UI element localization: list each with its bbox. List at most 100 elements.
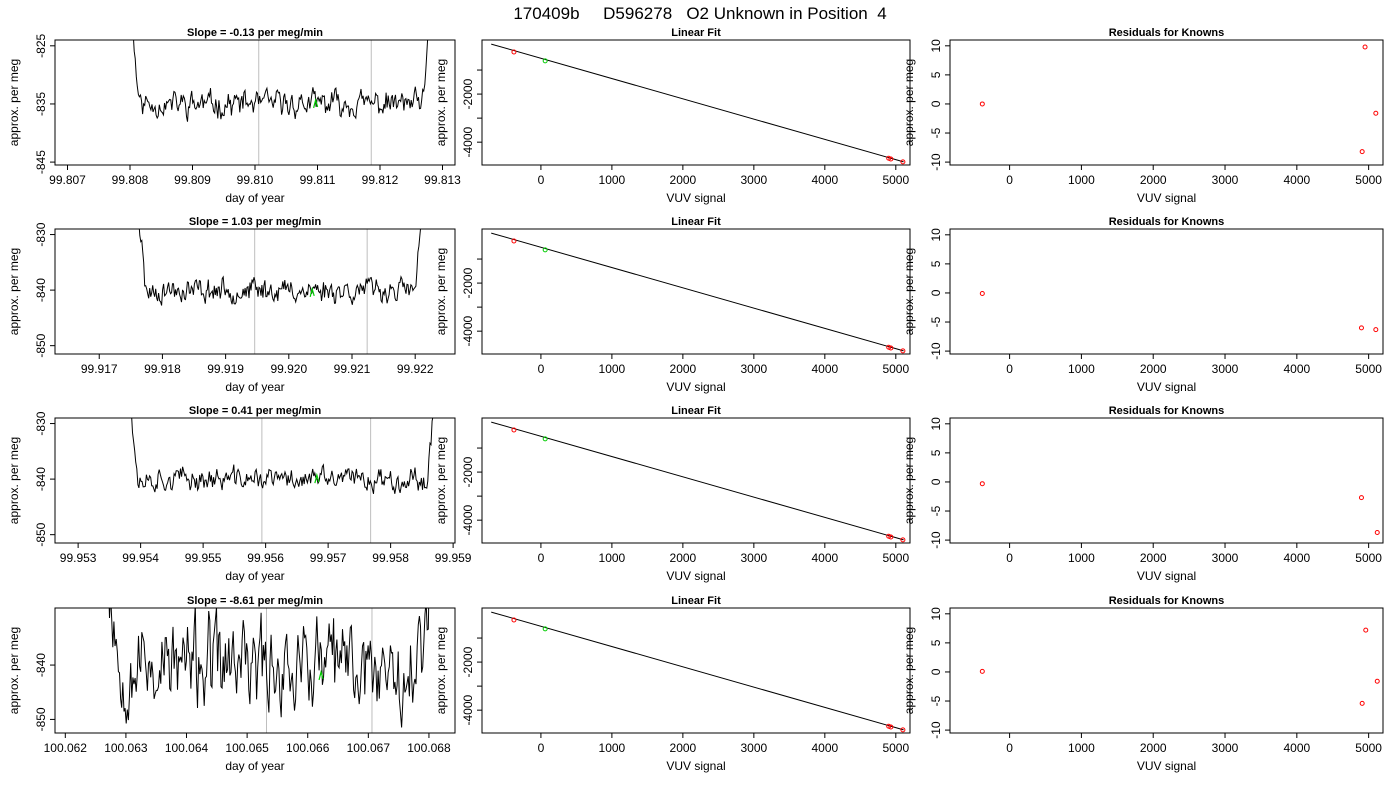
x-tick-label: 100.064 xyxy=(165,741,209,755)
trace-line xyxy=(108,608,430,728)
plot-data xyxy=(979,291,1379,333)
x-tick-label: 0 xyxy=(538,741,545,755)
y-tick-label: -10 xyxy=(929,531,943,549)
plot-data xyxy=(979,627,1380,706)
y-tick-label: -830 xyxy=(34,411,48,435)
x-tick-label: 0 xyxy=(538,173,545,187)
x-tick-label: 99.811 xyxy=(300,173,336,187)
y-tick-label: -850 xyxy=(34,522,48,546)
x-tick-label: 0 xyxy=(538,362,545,376)
y-axis-label: approx. per meg xyxy=(7,59,21,146)
plot-frame xyxy=(481,39,911,166)
x-tick-label: 4000 xyxy=(1283,173,1310,187)
known-point xyxy=(1374,678,1380,684)
plot-data xyxy=(979,44,1379,155)
x-tick-label: 5000 xyxy=(1355,741,1382,755)
known-point xyxy=(979,668,985,674)
x-tick-label: 5000 xyxy=(882,741,909,755)
x-tick-label: 2000 xyxy=(1140,173,1167,187)
x-axis-label: VUV signal xyxy=(1137,191,1196,205)
known-point xyxy=(888,345,894,351)
x-axis-label: day of year xyxy=(225,191,284,205)
x-axis-label: day of year xyxy=(225,569,284,583)
known-point xyxy=(888,156,894,162)
y-tick-label: 0 xyxy=(929,478,943,485)
panel-title: Linear Fit xyxy=(671,27,721,39)
x-tick-label: 99.958 xyxy=(372,551,409,565)
panel-title: Linear Fit xyxy=(671,595,721,607)
x-tick-label: 99.808 xyxy=(112,173,149,187)
panels: Slope = -0.13 per meg/min 99.807 99.808 99.… xyxy=(7,27,1384,773)
y-tick-label: 10 xyxy=(929,417,943,431)
x-tick-label: 0 xyxy=(1006,741,1013,755)
x-tick-label: 4000 xyxy=(811,551,838,565)
panel-fit-4: Linear Fit 0 1000 2000 3000 4000 5000 VUV signa… xyxy=(434,595,911,773)
y-tick-label: -10 xyxy=(929,342,943,360)
x-tick-label: 5000 xyxy=(882,551,909,565)
panel-residuals-2: Residuals for Knowns 0 1000 2000 3000 4000 500… xyxy=(902,216,1384,394)
x-tick-label: 1000 xyxy=(599,551,626,565)
x-axis-label: VUV signal xyxy=(666,380,725,394)
x-tick-label: 3000 xyxy=(1212,362,1239,376)
y-tick-label: -2000 xyxy=(461,267,475,298)
x-tick-label: 5000 xyxy=(882,362,909,376)
y-tick-label: 10 xyxy=(929,39,943,53)
known-point xyxy=(1373,327,1379,333)
y-tick-label: 5 xyxy=(929,71,943,78)
x-tick-label: 5000 xyxy=(882,173,909,187)
y-tick-label: -10 xyxy=(929,721,943,739)
y-tick-label: -4000 xyxy=(461,504,475,535)
x-tick-label: 5000 xyxy=(1355,362,1382,376)
x-tick-label: 1000 xyxy=(1068,362,1095,376)
trace-line xyxy=(138,229,421,306)
x-tick-label: 3000 xyxy=(1212,741,1239,755)
y-tick-label: 10 xyxy=(929,607,943,621)
x-tick-label: 3000 xyxy=(740,741,767,755)
x-tick-label: 99.959 xyxy=(435,551,472,565)
y-tick-label: -2000 xyxy=(461,646,475,677)
panel-title: Residuals for Knowns xyxy=(1109,595,1225,607)
known-point xyxy=(888,534,894,540)
x-tick-label: 100.065 xyxy=(225,741,269,755)
unknown-marker xyxy=(318,669,324,681)
known-point xyxy=(979,101,985,107)
unknown-point xyxy=(542,626,548,632)
known-point xyxy=(1363,627,1369,633)
y-tick-label: -4000 xyxy=(461,126,475,157)
y-axis-label: approx. per meg xyxy=(902,59,916,146)
x-tick-label: 2000 xyxy=(1140,362,1167,376)
y-axis-label: approx. per meg xyxy=(434,437,448,524)
x-tick-label: 5000 xyxy=(1355,173,1382,187)
x-tick-label: 1000 xyxy=(599,173,626,187)
y-tick-label: -845 xyxy=(34,150,48,174)
plot-frame xyxy=(949,228,1384,355)
x-axis-label: day of year xyxy=(225,380,284,394)
x-tick-label: 99.810 xyxy=(237,173,274,187)
panel-residuals-4: Residuals for Knowns 0 1000 2000 3000 4000 500… xyxy=(902,595,1384,773)
known-point xyxy=(1358,495,1364,501)
y-axis-label: approx. per meg xyxy=(7,627,21,714)
known-point xyxy=(1359,700,1365,706)
unknown-marker xyxy=(313,97,319,109)
panel-fit-1: Linear Fit 0 1000 2000 3000 4000 5000 VUV signa… xyxy=(434,27,911,205)
panel-title: Residuals for Knowns xyxy=(1109,405,1225,417)
panel-title: Slope = 0.41 per meg/min xyxy=(189,405,322,417)
x-tick-label: 99.812 xyxy=(362,173,399,187)
x-tick-label: 99.919 xyxy=(207,362,244,376)
unknown-point xyxy=(542,436,548,442)
x-tick-label: 4000 xyxy=(1283,551,1310,565)
y-tick-label: -4000 xyxy=(461,315,475,346)
x-tick-label: 100.068 xyxy=(407,741,451,755)
y-tick-label: -5 xyxy=(929,695,943,706)
known-point xyxy=(979,291,985,297)
panel-residuals-1: Residuals for Knowns 0 1000 2000 3000 4000 500… xyxy=(902,27,1384,205)
panel-residuals-3: Residuals for Knowns 0 1000 2000 3000 4000 500… xyxy=(902,405,1384,583)
y-axis-label: approx. per meg xyxy=(902,627,916,714)
x-tick-label: 4000 xyxy=(1283,362,1310,376)
panel-title: Slope = -8.61 per meg/min xyxy=(187,595,323,607)
x-tick-label: 4000 xyxy=(811,741,838,755)
x-tick-label: 2000 xyxy=(670,362,697,376)
x-tick-label: 1000 xyxy=(1068,173,1095,187)
x-tick-label: 1000 xyxy=(1068,551,1095,565)
